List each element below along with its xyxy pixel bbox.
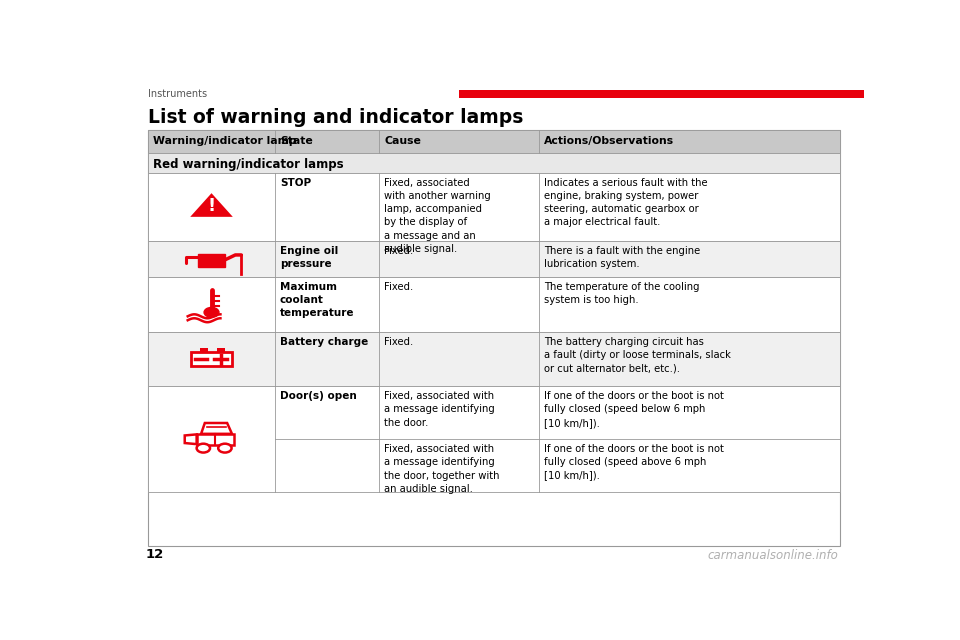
Text: The temperature of the cooling
system is too high.: The temperature of the cooling system is… (544, 282, 700, 305)
Text: STOP: STOP (280, 178, 311, 188)
Text: Maximum
coolant
temperature: Maximum coolant temperature (280, 282, 354, 318)
Text: Fixed.: Fixed. (384, 337, 414, 347)
Bar (197, 434, 234, 445)
Text: carmanualsonline.info: carmanualsonline.info (708, 549, 838, 563)
Bar (148, 153, 840, 173)
Bar (148, 332, 840, 387)
Text: Instruments: Instruments (148, 88, 207, 99)
Text: !: ! (207, 197, 216, 216)
Text: Fixed, associated with
a message identifying
the door, together with
an audible : Fixed, associated with a message identif… (384, 444, 499, 494)
Bar (198, 255, 225, 268)
Text: Indicates a serious fault with the
engine, braking system, power
steering, autom: Indicates a serious fault with the engin… (544, 178, 708, 227)
Text: Engine oil
pressure: Engine oil pressure (280, 246, 338, 269)
Text: Warning/indicator lamp: Warning/indicator lamp (154, 136, 297, 147)
Text: The battery charging circuit has
a fault (dirty or loose terminals, slack
or cut: The battery charging circuit has a fault… (544, 337, 731, 373)
Text: List of warning and indicator lamps: List of warning and indicator lamps (148, 108, 523, 127)
Text: There is a fault with the engine
lubrication system.: There is a fault with the engine lubrica… (544, 246, 701, 269)
Bar (200, 348, 208, 352)
Text: If one of the doors or the boot is not
fully closed (speed above 6 mph
[10 km/h]: If one of the doors or the boot is not f… (544, 444, 724, 481)
Circle shape (197, 444, 210, 452)
Text: Actions/Observations: Actions/Observations (544, 136, 674, 147)
Polygon shape (184, 435, 197, 444)
Bar (191, 352, 232, 366)
Bar (148, 130, 840, 153)
Bar (148, 241, 840, 277)
Bar (148, 387, 840, 492)
Polygon shape (201, 423, 232, 434)
Bar (148, 277, 840, 332)
Text: Cause: Cause (384, 136, 421, 147)
Text: Battery charge: Battery charge (280, 337, 369, 347)
Text: If one of the doors or the boot is not
fully closed (speed below 6 mph
[10 km/h]: If one of the doors or the boot is not f… (544, 391, 724, 428)
Text: Fixed.: Fixed. (384, 246, 414, 256)
Text: 12: 12 (145, 548, 163, 561)
Text: Fixed, associated
with another warning
lamp, accompanied
by the display of
a mes: Fixed, associated with another warning l… (384, 178, 491, 254)
Bar (148, 173, 840, 241)
Polygon shape (190, 193, 232, 217)
Bar (148, 130, 840, 546)
Bar (217, 348, 225, 352)
Circle shape (204, 307, 219, 317)
Text: Red warning/indicator lamps: Red warning/indicator lamps (154, 158, 344, 171)
Text: State: State (280, 136, 313, 147)
Bar (459, 90, 864, 99)
Text: Fixed, associated with
a message identifying
the door.: Fixed, associated with a message identif… (384, 391, 494, 428)
Text: Door(s) open: Door(s) open (280, 391, 357, 401)
Circle shape (218, 444, 231, 452)
Text: Fixed.: Fixed. (384, 282, 414, 292)
